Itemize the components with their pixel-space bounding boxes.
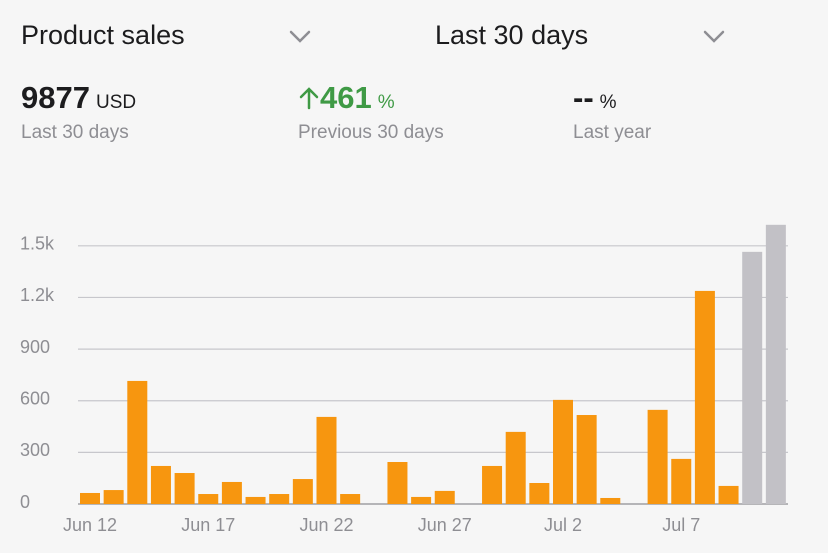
- chevron[interactable]: [289, 30, 311, 44]
- up-arrow: [299, 87, 319, 110]
- bar: [576, 415, 597, 504]
- metric-dropdown[interactable]: Product sales: [21, 20, 185, 50]
- y-tick-label: 900: [20, 337, 50, 357]
- period-dropdown[interactable]: Last 30 days: [435, 20, 589, 50]
- x-tick-label: Jun 27: [418, 515, 472, 535]
- chevron[interactable]: [703, 30, 725, 44]
- y-tick-label: 1.5k: [20, 234, 55, 254]
- bar: [718, 485, 739, 504]
- bar: [553, 399, 573, 504]
- bar: [529, 483, 550, 504]
- stat-label: Previous 30 days: [298, 122, 444, 143]
- bar: [150, 465, 171, 504]
- bar: [292, 479, 313, 504]
- bar: [647, 409, 668, 504]
- bar: [80, 492, 100, 504]
- y-tick-label: 600: [20, 388, 50, 408]
- stat: 9877 USD Last 30 days: [21, 80, 136, 144]
- stat-value: 461: [320, 80, 372, 115]
- bar: [103, 490, 124, 504]
- bar: [127, 380, 148, 504]
- stat: 461% Previous 30 days: [298, 80, 444, 144]
- bar: [742, 251, 763, 504]
- stat-label: Last 30 days: [21, 122, 129, 143]
- stat-value: --: [573, 80, 594, 115]
- bar: [387, 462, 408, 504]
- y-tick-label: 0: [20, 492, 30, 512]
- bar: [245, 496, 266, 504]
- y-tick-label: 300: [20, 440, 50, 460]
- bar: [221, 481, 242, 504]
- stat-unit: USD: [95, 92, 137, 113]
- bar: [765, 224, 786, 504]
- bar: [434, 490, 455, 504]
- x-tick-label: Jul 7: [662, 515, 700, 535]
- stat-unit: %: [599, 92, 617, 113]
- bar: [482, 465, 503, 504]
- stat-value: 9877: [21, 80, 90, 115]
- bar: [174, 473, 195, 504]
- stat-label: Last year: [573, 122, 652, 143]
- bar: [198, 494, 219, 504]
- y-tick-label: 1.2k: [20, 285, 55, 305]
- bar: [316, 416, 337, 504]
- x-tick-label: Jun 12: [63, 515, 117, 535]
- stat: --% Last year: [573, 80, 651, 144]
- x-tick-label: Jun 17: [181, 515, 235, 535]
- bar: [505, 431, 526, 504]
- x-tick-label: Jul 2: [544, 515, 582, 535]
- bar: [694, 290, 715, 504]
- bar: [340, 494, 361, 504]
- bar: [600, 497, 621, 504]
- stat-unit: %: [377, 92, 395, 113]
- bar: [411, 496, 432, 504]
- bar: [671, 458, 692, 504]
- x-tick-label: Jun 22: [299, 515, 353, 535]
- bar: [269, 494, 290, 504]
